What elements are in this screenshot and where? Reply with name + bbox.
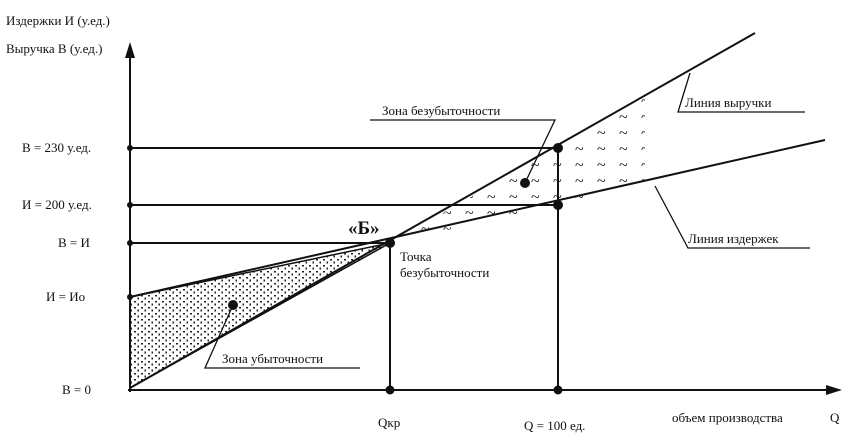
point-label: Точка <box>400 249 432 264</box>
x-axis-symbol: Q <box>830 410 840 425</box>
lines <box>129 32 826 390</box>
y-tick-label: В = И <box>58 235 90 250</box>
dot <box>127 202 133 208</box>
point-marker: «Б» <box>348 218 380 239</box>
x-axis-label: объем производства <box>672 410 783 425</box>
x-tick-label: Q = 100 ед. <box>524 418 585 433</box>
y-tick-label: И = Ио <box>46 289 85 304</box>
dot <box>553 143 563 153</box>
y-tick-label: В = 230 у.ед. <box>22 140 91 155</box>
leaders <box>203 72 810 369</box>
leader <box>654 185 810 249</box>
leader <box>203 304 360 369</box>
dot <box>127 240 133 246</box>
dot <box>127 145 133 151</box>
x-tick-label: Qкр <box>378 415 400 430</box>
dot <box>127 294 133 300</box>
y-axis-label: Издержки И (у.ед.) <box>6 13 110 28</box>
arrow <box>125 42 135 58</box>
y-tick-label: И = 200 у.ед. <box>22 197 92 212</box>
revenue-line <box>129 32 756 389</box>
arrow <box>826 385 842 395</box>
profit-zone-area <box>390 98 645 243</box>
dot <box>553 385 563 395</box>
cost-line <box>129 139 826 298</box>
leader <box>677 72 805 113</box>
points <box>127 143 563 395</box>
y-axis-label: Выручка В (у.ед.) <box>6 41 102 56</box>
point-label: безубыточности <box>400 265 489 280</box>
annotation: Линия выручки <box>685 95 771 110</box>
dot <box>385 385 395 395</box>
dot <box>385 238 395 248</box>
annotation: Линия издержек <box>688 231 779 246</box>
axes <box>125 42 842 395</box>
labels: Издержки И (у.ед.) Выручка В (у.ед.) В =… <box>6 13 840 433</box>
annotation: Зона безубыточности <box>382 103 500 118</box>
leader <box>370 119 557 184</box>
annotation: Зона убыточности <box>222 351 323 366</box>
y-tick-label: В = 0 <box>62 382 91 397</box>
dot <box>553 200 563 210</box>
